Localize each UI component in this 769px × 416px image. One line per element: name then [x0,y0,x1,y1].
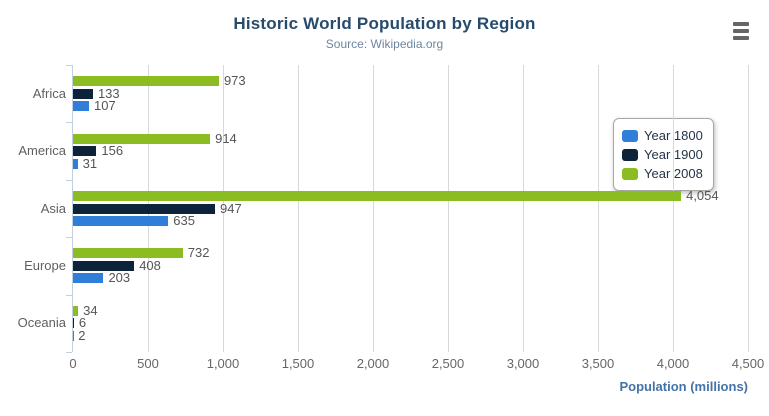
bar-year-1800-europe[interactable] [73,273,104,284]
y-axis-line [72,65,73,352]
bar-year-1800-africa[interactable] [73,101,90,112]
legend-swatch-year-1800 [622,129,638,142]
data-label-year-2008-oceania: 34 [83,302,98,318]
chart-title: Historic World Population by Region [233,14,536,33]
data-label-year-1900-asia: 947 [220,200,242,216]
data-label-year-1900-africa: 133 [97,85,120,101]
bar-year-2008-asia[interactable] [73,191,682,201]
data-label-year-1900-america: 156 [101,143,124,159]
bar-year-1900-america[interactable] [73,146,97,157]
gridline-3000 [522,65,524,352]
gridline-2000 [372,65,374,352]
x-axis-tick-label: 2,000 [356,356,390,371]
x-axis-tick-label: 2,500 [431,356,465,371]
data-label-year-1800-america: 31 [82,155,98,171]
x-axis-tick-label: 500 [137,356,159,371]
gridline-4500 [747,65,749,352]
x-axis-title: Population (millions) [619,379,748,394]
legend: Year 1800 Year 1900 Year 2008 [613,118,714,191]
legend-item-year-2008[interactable]: Year 2008 [622,164,703,183]
hamburger-menu-icon [733,29,749,33]
category-label-america: America [18,143,66,159]
x-axis-tick-label: 3,000 [506,356,540,371]
bar-year-2008-america[interactable] [73,133,211,144]
x-axis-tick-label: 4,000 [656,356,690,371]
gridline-4000 [672,65,674,352]
data-label-year-2008-america: 914 [215,130,237,146]
category-label-europe: Europe [24,257,66,273]
gridline-3500 [597,65,599,352]
gridline-2500 [447,65,449,352]
y-axis-tick [66,294,72,296]
y-axis-tick [66,122,72,124]
y-axis-tick [66,237,72,239]
legend-item-year-1800[interactable]: Year 1800 [622,126,703,145]
bar-year-1800-america[interactable] [73,158,78,169]
bar-year-1900-asia[interactable] [73,203,216,214]
bar-year-1800-asia[interactable] [73,216,169,226]
x-axis-tick-label: 4,500 [731,356,765,371]
data-label-year-1900-oceania: 6 [78,315,87,331]
bar-year-2008-europe[interactable] [73,248,183,259]
export-menu-button[interactable] [728,18,754,44]
x-axis-tick-label: 0 [69,356,77,371]
data-label-year-2008-asia: 4,054 [686,188,719,203]
data-label-year-1800-africa: 107 [94,98,116,114]
category-label-africa: Africa [32,85,66,101]
data-label-year-1800-asia: 635 [173,213,195,228]
legend-swatch-year-2008 [622,167,638,180]
x-axis-tick-label: 1,500 [281,356,315,371]
bar-year-1900-oceania[interactable] [73,318,74,329]
data-label-year-1900-europe: 408 [139,257,161,273]
hamburger-menu-icon [733,22,749,26]
bar-year-1900-africa[interactable] [73,88,93,99]
y-axis-tick [66,179,72,181]
data-label-year-1800-oceania: 2 [78,327,86,343]
data-label-year-1800-europe: 203 [108,270,131,286]
category-label-asia: Asia [40,200,66,216]
data-label-year-2008-africa: 973 [223,73,246,89]
hamburger-menu-icon [733,36,749,40]
bar-year-2008-africa[interactable] [73,76,219,87]
y-axis-tick [66,65,72,66]
legend-swatch-year-1900 [622,148,638,161]
data-label-year-2008-europe: 732 [187,245,210,261]
gridline-1500 [297,65,299,352]
bar-year-2008-oceania[interactable] [73,305,79,316]
legend-item-year-1900[interactable]: Year 1900 [622,145,703,164]
bar-year-1900-europe[interactable] [73,260,135,271]
x-axis-tick-label: 3,500 [581,356,615,371]
chart-subtitle: Source: Wikipedia.org [325,37,444,51]
x-axis-tick-label: 1,000 [206,356,240,371]
y-axis-tick [66,352,72,353]
category-label-oceania: Oceania [17,315,66,331]
gridline-1000 [222,65,224,352]
